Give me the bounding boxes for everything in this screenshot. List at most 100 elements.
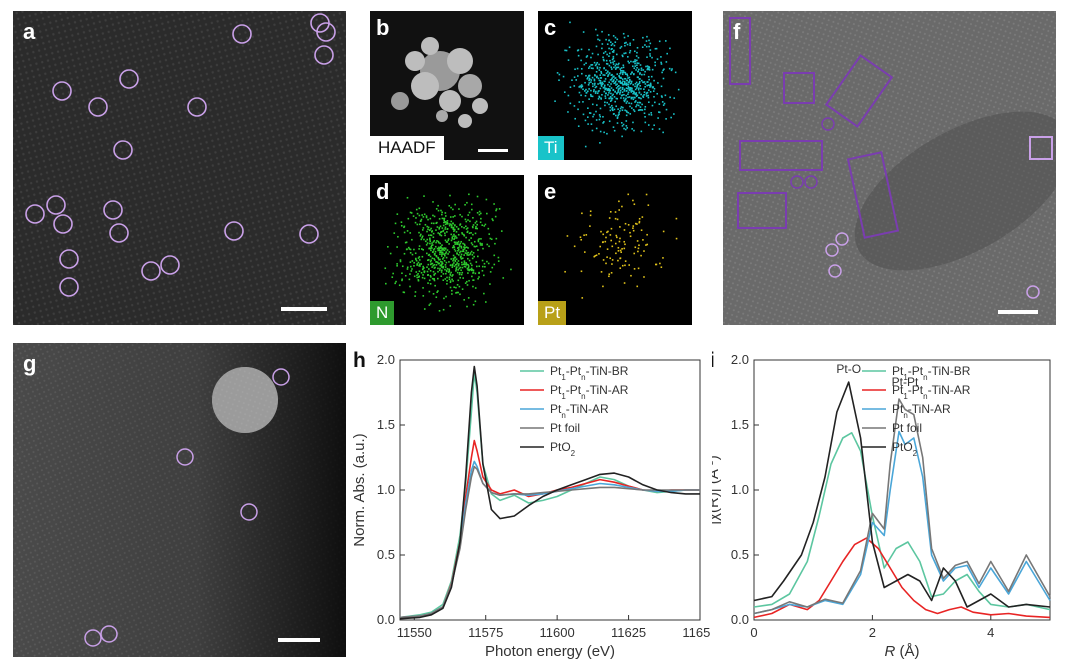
eds-dot	[608, 273, 611, 276]
eds-dot	[430, 259, 432, 262]
eds-dot	[451, 237, 454, 240]
eds-dot	[627, 83, 629, 86]
n-dots	[384, 193, 512, 312]
eds-dot	[459, 224, 461, 226]
eds-dot	[669, 47, 671, 50]
eds-dot	[419, 220, 422, 223]
eds-dot	[446, 220, 449, 222]
eds-dot	[462, 250, 465, 253]
eds-dot	[413, 248, 415, 251]
eds-dot	[638, 80, 641, 83]
eds-dot	[641, 109, 644, 111]
eds-dot	[434, 266, 436, 269]
eds-dot	[440, 251, 442, 253]
eds-dot	[416, 274, 418, 277]
eds-dot	[568, 46, 571, 49]
legend-entry: Pt1-Ptn-TiN-BR	[892, 364, 971, 382]
eds-dot	[646, 243, 649, 246]
eds-dot	[453, 241, 456, 243]
eds-dot	[417, 276, 420, 278]
eds-dot	[403, 291, 406, 294]
eds-dot	[469, 268, 472, 271]
series-line	[399, 439, 700, 619]
eds-dot	[580, 68, 583, 70]
eds-dot	[629, 231, 631, 234]
eds-dot	[621, 55, 624, 58]
eds-dot	[642, 95, 644, 97]
eds-dot	[621, 91, 624, 94]
eds-dot	[439, 267, 441, 270]
eds-dot	[625, 120, 628, 122]
eds-dot	[438, 258, 440, 261]
eds-dot	[436, 240, 438, 242]
eds-dot	[607, 87, 610, 90]
eds-dot	[452, 280, 454, 282]
eds-dot	[608, 92, 610, 94]
chart-h-svg: 0.00.51.01.52.01155011575116001162511650…	[351, 352, 710, 660]
eds-dot	[590, 79, 593, 81]
eds-dot	[483, 225, 486, 227]
eds-dot	[583, 234, 585, 237]
eds-dot	[595, 45, 598, 48]
eds-dot	[609, 106, 612, 109]
eds-dot	[637, 88, 640, 91]
eds-dot	[594, 86, 597, 89]
eds-dot	[648, 78, 650, 81]
eds-dot	[634, 85, 636, 88]
eds-dot	[486, 260, 488, 263]
eds-dot	[634, 93, 636, 96]
eds-dot	[618, 85, 620, 87]
eds-dot	[456, 253, 458, 255]
eds-dot	[565, 49, 568, 52]
eds-dot	[563, 91, 566, 93]
eds-dot	[604, 104, 606, 107]
eds-dot	[439, 231, 442, 234]
eds-dot	[660, 266, 663, 269]
eds-dot	[454, 243, 456, 245]
eds-dot	[431, 277, 434, 280]
eds-dot	[567, 94, 570, 97]
eds-dot	[445, 256, 448, 259]
eds-dot	[607, 89, 609, 92]
eds-dot	[596, 61, 599, 64]
eds-dot	[588, 79, 590, 82]
ti-dots	[554, 21, 680, 148]
eds-dot	[646, 233, 648, 236]
eds-dot	[418, 263, 421, 266]
eds-dot	[599, 66, 601, 69]
eds-dot	[621, 54, 624, 57]
haadf-svg	[391, 37, 508, 152]
eds-dot	[635, 95, 638, 98]
eds-dot	[648, 45, 650, 48]
eds-dot	[414, 252, 417, 255]
eds-dot	[465, 228, 468, 230]
eds-dot	[468, 279, 470, 282]
eds-dot	[455, 237, 458, 239]
eds-dot	[632, 199, 634, 202]
eds-dot	[607, 83, 609, 86]
eds-dot	[448, 269, 451, 272]
eds-dot	[621, 86, 624, 89]
eds-dot	[442, 273, 445, 275]
eds-dot	[597, 98, 600, 100]
eds-dot	[613, 79, 615, 81]
eds-dot	[437, 267, 439, 270]
eds-dot	[428, 229, 431, 232]
eds-dot	[457, 254, 460, 256]
eds-dot	[428, 247, 431, 250]
eds-dot	[497, 256, 500, 259]
eds-dot	[648, 89, 650, 91]
eds-dot	[441, 213, 443, 216]
eds-dot	[647, 94, 649, 97]
eds-dot	[463, 260, 466, 262]
eds-dot	[426, 242, 429, 244]
eds-dot	[628, 96, 631, 98]
eds-dot	[596, 67, 599, 70]
eds-dot	[460, 273, 463, 276]
eds-dot	[443, 221, 445, 224]
eds-dot	[603, 86, 606, 88]
eds-dot	[631, 90, 634, 92]
eds-dot	[399, 259, 402, 261]
series-line	[753, 398, 1051, 615]
eds-dot	[622, 70, 625, 72]
